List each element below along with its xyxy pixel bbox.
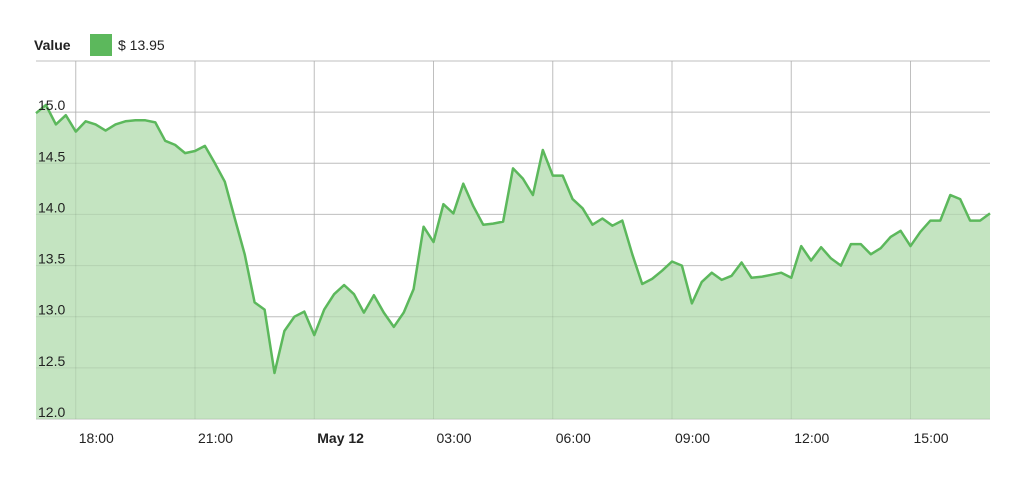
area-fill xyxy=(36,105,990,419)
legend-swatch xyxy=(90,34,112,56)
series-line xyxy=(35,103,991,375)
x-tick-label: 06:00 xyxy=(556,430,591,446)
legend: Value $ 13.95 xyxy=(34,34,165,56)
legend-label: Value xyxy=(34,37,71,53)
x-tick-label: 18:00 xyxy=(79,430,114,446)
x-axis: 18:00 21:00 May 12 03:00 06:00 09:00 12:00 15:0… xyxy=(79,430,949,446)
series xyxy=(35,60,991,420)
x-tick-label: 21:00 xyxy=(198,430,233,446)
y-tick-label: 12.0 xyxy=(38,404,65,420)
y-tick-label: 14.5 xyxy=(38,148,65,164)
x-tick-label: 03:00 xyxy=(437,430,472,446)
y-tick-label: 15.0 xyxy=(38,97,65,113)
legend-value: $ 13.95 xyxy=(118,37,165,53)
y-axis: 12.0 12.5 13.0 13.5 14.0 14.5 15.0 xyxy=(38,97,65,420)
x-tick-label: 09:00 xyxy=(675,430,710,446)
x-tick-label: 12:00 xyxy=(794,430,829,446)
y-tick-label: 12.5 xyxy=(38,353,65,369)
y-tick-label: 13.0 xyxy=(38,302,65,318)
x-tick-label: 15:00 xyxy=(914,430,949,446)
y-tick-label: 14.0 xyxy=(38,199,65,215)
x-tick-label: May 12 xyxy=(317,430,364,446)
y-tick-label: 13.5 xyxy=(38,251,65,267)
